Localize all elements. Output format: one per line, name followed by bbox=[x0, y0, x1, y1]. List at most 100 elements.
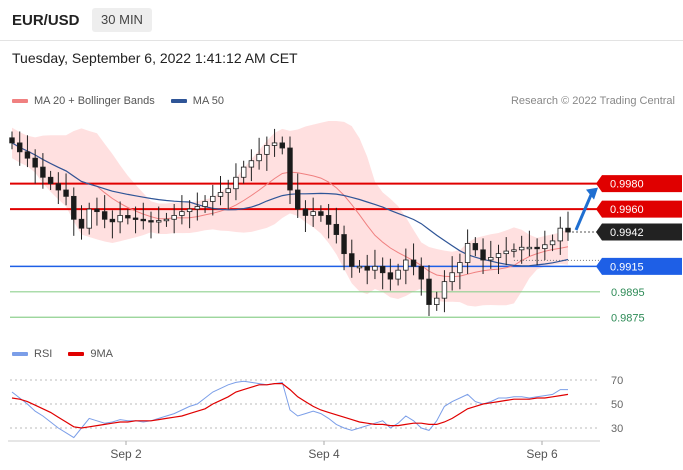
candle-body bbox=[248, 160, 255, 168]
level-tag-resistance bbox=[596, 175, 682, 193]
legend-ma50: MA 50 bbox=[170, 95, 224, 107]
candle-body bbox=[356, 265, 363, 269]
rsi-line bbox=[11, 380, 568, 439]
level-tag-value: 0.9942 bbox=[610, 227, 644, 239]
candle-body bbox=[302, 208, 309, 216]
9ma-swatch bbox=[68, 352, 85, 356]
candle-body bbox=[86, 208, 92, 229]
candle-body bbox=[271, 142, 278, 146]
candle-body bbox=[179, 211, 185, 216]
timeframe-badge[interactable]: 30 MIN bbox=[92, 8, 152, 32]
candle-body bbox=[318, 211, 324, 216]
candle-body bbox=[101, 211, 108, 220]
legend-9ma-label: 9MA bbox=[90, 348, 113, 360]
legend-ma20-label: MA 20 + Bollinger Bands bbox=[34, 95, 155, 107]
level-tag-last-price bbox=[596, 223, 682, 241]
candle-body bbox=[449, 272, 455, 283]
candle-body bbox=[264, 145, 270, 155]
candle-body bbox=[387, 272, 394, 280]
candle-body bbox=[171, 215, 177, 220]
candle-body bbox=[441, 281, 448, 299]
candle-body bbox=[125, 215, 131, 219]
level-tag-pivot bbox=[596, 257, 682, 275]
rsi-legend: RSI 9MA bbox=[12, 348, 129, 360]
candle-body bbox=[410, 259, 417, 267]
candle-body bbox=[94, 208, 100, 213]
chart-datetime: Tuesday, September 6, 2022 1:41:12 AM CE… bbox=[12, 50, 298, 66]
candle-body bbox=[217, 192, 224, 197]
candle-body bbox=[488, 257, 494, 261]
candle-body bbox=[325, 215, 332, 225]
candle-body bbox=[310, 211, 316, 216]
candle-body bbox=[395, 269, 401, 280]
candle-body bbox=[240, 166, 247, 178]
9ma-line bbox=[11, 383, 569, 429]
level-tag-resistance bbox=[596, 200, 682, 218]
candle-body bbox=[9, 137, 15, 144]
candle-body bbox=[17, 142, 23, 153]
bollinger-band bbox=[12, 121, 568, 307]
level-tag-value: 0.9960 bbox=[610, 204, 644, 216]
candle-body bbox=[256, 153, 262, 162]
candle-body bbox=[78, 218, 85, 229]
candle-body bbox=[534, 246, 540, 250]
price-legend: MA 20 + Bollinger Bands MA 50 bbox=[12, 95, 240, 107]
candle-body bbox=[333, 223, 340, 235]
candle-body bbox=[364, 265, 370, 271]
candle-body bbox=[186, 208, 193, 213]
rsi-swatch bbox=[12, 352, 28, 356]
copyright-text: Research © 2022 Trading Central bbox=[510, 95, 675, 107]
symbol-title: EUR/USD bbox=[12, 12, 80, 29]
candle-body bbox=[194, 206, 201, 210]
candle-body bbox=[565, 227, 571, 233]
candle-body bbox=[117, 215, 123, 223]
x-tick-label: Sep 4 bbox=[308, 447, 340, 461]
level-tag-value: 0.9875 bbox=[611, 312, 645, 324]
candle-body bbox=[55, 183, 62, 191]
candle-body bbox=[40, 166, 46, 178]
header-divider bbox=[0, 40, 683, 41]
x-tick-label: Sep 6 bbox=[526, 447, 558, 461]
candle-body bbox=[47, 176, 54, 185]
level-tag-value: 0.9915 bbox=[610, 261, 644, 273]
candle-body bbox=[372, 265, 378, 271]
candle-body bbox=[526, 246, 533, 250]
candle-body bbox=[148, 220, 154, 223]
legend-ma50-label: MA 50 bbox=[192, 95, 224, 107]
candle-body bbox=[140, 218, 146, 222]
candle-body bbox=[472, 243, 479, 251]
projection-arrow-head bbox=[586, 187, 598, 200]
x-tick-label: Sep 2 bbox=[110, 447, 142, 461]
candle-body bbox=[418, 265, 424, 280]
candle-body bbox=[518, 246, 525, 251]
candle-body bbox=[549, 240, 556, 246]
candle-body bbox=[426, 278, 432, 305]
candle-body bbox=[542, 244, 548, 249]
rsi-tick-label: 70 bbox=[611, 375, 623, 387]
candle-body bbox=[557, 227, 563, 242]
candle-body bbox=[63, 189, 69, 197]
candle-body bbox=[503, 250, 509, 255]
candle-body bbox=[287, 147, 293, 191]
rsi-tick-label: 50 bbox=[611, 399, 623, 411]
candle-body bbox=[403, 259, 409, 271]
candle-body bbox=[132, 217, 139, 220]
legend-rsi-label: RSI bbox=[34, 348, 53, 360]
candle-body bbox=[341, 234, 347, 255]
ma50-swatch bbox=[170, 99, 187, 103]
candle-body bbox=[71, 195, 77, 220]
legend-ma20-bollinger: MA 20 + Bollinger Bands bbox=[12, 95, 155, 107]
candle-body bbox=[457, 262, 463, 274]
candle-body bbox=[210, 195, 216, 202]
ma20-swatch bbox=[12, 99, 28, 103]
candle-body bbox=[464, 243, 471, 263]
candle-body bbox=[495, 253, 502, 258]
legend-rsi: RSI bbox=[12, 348, 52, 360]
candle-body bbox=[349, 253, 355, 267]
candle-body bbox=[109, 218, 116, 223]
candle-body bbox=[24, 151, 31, 159]
candle-body bbox=[379, 265, 386, 274]
candle-body bbox=[225, 188, 231, 193]
candle-body bbox=[480, 249, 486, 261]
